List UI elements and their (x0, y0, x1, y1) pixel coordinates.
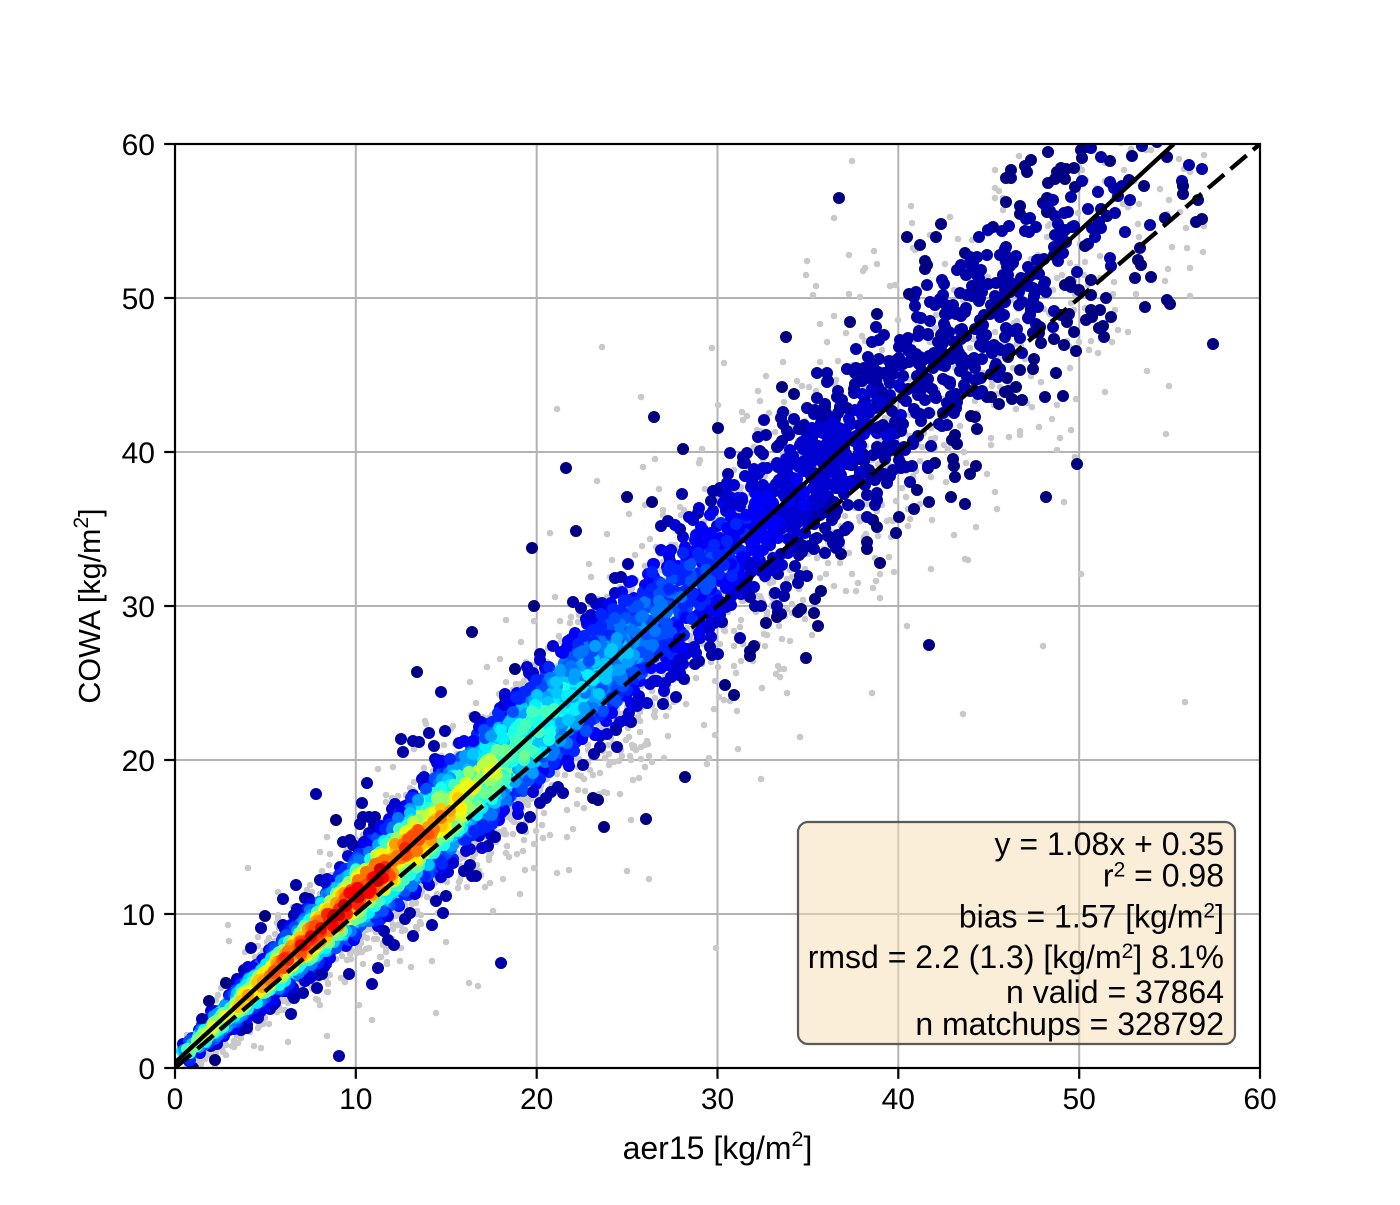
svg-text:30: 30 (701, 1083, 734, 1116)
svg-text:40: 40 (882, 1083, 915, 1116)
svg-text:50: 50 (1063, 1083, 1096, 1116)
svg-text:aer15 [kg/m2]: aer15 [kg/m2] (623, 1127, 813, 1166)
svg-text:0: 0 (167, 1083, 184, 1116)
svg-text:20: 20 (122, 745, 155, 778)
svg-text:y = 1.08x + 0.35: y = 1.08x + 0.35 (995, 826, 1225, 862)
svg-text:COWA [kg/m2]: COWA [kg/m2] (70, 508, 107, 703)
svg-text:60: 60 (1243, 1083, 1276, 1116)
svg-text:40: 40 (122, 437, 155, 470)
svg-text:10: 10 (339, 1083, 372, 1116)
svg-text:n valid = 37864: n valid = 37864 (1006, 974, 1224, 1010)
svg-text:60: 60 (122, 129, 155, 162)
svg-text:0: 0 (138, 1053, 155, 1086)
svg-text:30: 30 (122, 591, 155, 624)
svg-text:20: 20 (520, 1083, 553, 1116)
svg-text:n matchups = 328792: n matchups = 328792 (915, 1006, 1224, 1042)
svg-text:rmsd = 2.2 (1.3) [kg/m2] 8.1%: rmsd = 2.2 (1.3) [kg/m2] 8.1% (808, 939, 1224, 975)
svg-text:50: 50 (122, 283, 155, 316)
svg-text:bias = 1.57 [kg/m2]: bias = 1.57 [kg/m2] (959, 899, 1224, 935)
svg-text:10: 10 (122, 899, 155, 932)
